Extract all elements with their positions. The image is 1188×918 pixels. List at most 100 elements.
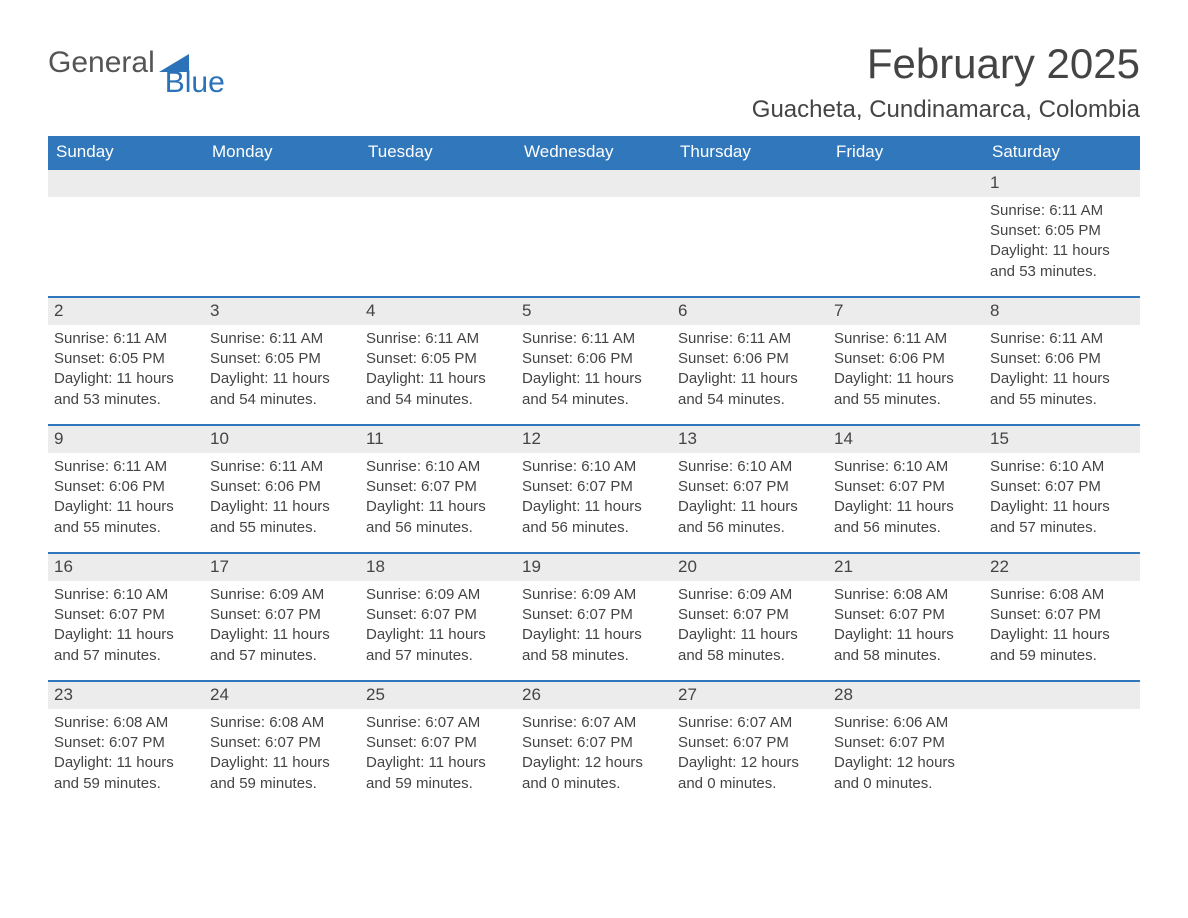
day-28: 28Sunrise: 6:06 AMSunset: 6:07 PMDayligh… [828, 682, 984, 808]
sunset-text: Sunset: 6:07 PM [834, 477, 978, 497]
sunset-text: Sunset: 6:05 PM [54, 349, 198, 369]
day-body: Sunrise: 6:08 AMSunset: 6:07 PMDaylight:… [828, 581, 984, 676]
logo: General Blue [48, 40, 225, 80]
day-24: 24Sunrise: 6:08 AMSunset: 6:07 PMDayligh… [204, 682, 360, 808]
sunrise-text: Sunrise: 6:09 AM [522, 585, 666, 605]
day-number: . [48, 170, 204, 197]
sunrise-text: Sunrise: 6:07 AM [678, 713, 822, 733]
day-number: 3 [204, 298, 360, 325]
day-4: 4Sunrise: 6:11 AMSunset: 6:05 PMDaylight… [360, 298, 516, 424]
sunset-text: Sunset: 6:07 PM [522, 605, 666, 625]
day-of-week-header: SundayMondayTuesdayWednesdayThursdayFrid… [48, 136, 1140, 168]
day-number: 21 [828, 554, 984, 581]
daylight-text: Daylight: 11 hours and 54 minutes. [366, 369, 510, 410]
daylight-text: Daylight: 11 hours and 56 minutes. [522, 497, 666, 538]
day-empty: . [984, 682, 1140, 808]
sunset-text: Sunset: 6:06 PM [990, 349, 1134, 369]
sunset-text: Sunset: 6:07 PM [678, 733, 822, 753]
sunrise-text: Sunrise: 6:07 AM [522, 713, 666, 733]
day-number: 9 [48, 426, 204, 453]
sunset-text: Sunset: 6:07 PM [990, 477, 1134, 497]
daylight-text: Daylight: 11 hours and 58 minutes. [522, 625, 666, 666]
day-number: 5 [516, 298, 672, 325]
sunset-text: Sunset: 6:07 PM [366, 477, 510, 497]
week-row: 16Sunrise: 6:10 AMSunset: 6:07 PMDayligh… [48, 552, 1140, 680]
sunrise-text: Sunrise: 6:11 AM [990, 329, 1134, 349]
sunrise-text: Sunrise: 6:08 AM [54, 713, 198, 733]
day-empty: . [204, 170, 360, 296]
daylight-text: Daylight: 11 hours and 56 minutes. [834, 497, 978, 538]
daylight-text: Daylight: 11 hours and 55 minutes. [210, 497, 354, 538]
day-number: 10 [204, 426, 360, 453]
day-22: 22Sunrise: 6:08 AMSunset: 6:07 PMDayligh… [984, 554, 1140, 680]
week-row: 9 Sunrise: 6:11 AM Sunset: 6:06 PM Daylight… [48, 424, 1140, 552]
sunset-text: Sunset: 6:07 PM [834, 733, 978, 753]
day-7: 7Sunrise: 6:11 AMSunset: 6:06 PMDaylight… [828, 298, 984, 424]
sunset-text: Sunset: 6:07 PM [366, 733, 510, 753]
day-number: . [204, 170, 360, 197]
day-number: . [360, 170, 516, 197]
day-number: 11 [360, 426, 516, 453]
sunrise-text: Sunrise: 6:11 AM [366, 329, 510, 349]
day-number: 28 [828, 682, 984, 709]
dow-saturday: Saturday [984, 136, 1140, 168]
dow-monday: Monday [204, 136, 360, 168]
day-body: Sunrise: 6:09 AMSunset: 6:07 PMDaylight:… [672, 581, 828, 676]
day-17: 17Sunrise: 6:09 AMSunset: 6:07 PMDayligh… [204, 554, 360, 680]
sunrise-text: Sunrise: 6:10 AM [522, 457, 666, 477]
day-body: Sunrise: 6:07 AMSunset: 6:07 PMDaylight:… [516, 709, 672, 804]
logo-text-blue: Blue [165, 66, 225, 100]
day-number: . [828, 170, 984, 197]
daylight-text: Daylight: 11 hours and 58 minutes. [834, 625, 978, 666]
daylight-text: Daylight: 12 hours and 0 minutes. [678, 753, 822, 794]
sunrise-text: Sunrise: 6:11 AM [54, 329, 198, 349]
day-1: 1Sunrise: 6:11 AMSunset: 6:05 PMDaylight… [984, 170, 1140, 296]
day-body: Sunrise: 6:10 AMSunset: 6:07 PMDaylight:… [360, 453, 516, 548]
calendar: SundayMondayTuesdayWednesdayThursdayFrid… [48, 136, 1140, 808]
day-empty: . [360, 170, 516, 296]
sunset-text: Sunset: 6:07 PM [210, 733, 354, 753]
sunset-text: Sunset: 6:06 PM [54, 477, 198, 497]
day-body: Sunrise: 6:08 AMSunset: 6:07 PMDaylight:… [48, 709, 204, 804]
day-body: Sunrise: 6:11 AMSunset: 6:06 PMDaylight:… [984, 325, 1140, 420]
day-number: 19 [516, 554, 672, 581]
day-number: 27 [672, 682, 828, 709]
daylight-text: Daylight: 11 hours and 54 minutes. [210, 369, 354, 410]
day-number: 17 [204, 554, 360, 581]
sunrise-text: Sunrise: 6:11 AM [210, 457, 354, 477]
day-empty: . [516, 170, 672, 296]
day-26: 26Sunrise: 6:07 AMSunset: 6:07 PMDayligh… [516, 682, 672, 808]
day-19: 19 Sunrise: 6:09 AMSunset: 6:07 PMDayligh… [516, 554, 672, 680]
sunrise-text: Sunrise: 6:11 AM [834, 329, 978, 349]
day-body: Sunrise: 6:11 AMSunset: 6:05 PMDaylight:… [984, 197, 1140, 292]
day-body: Sunrise: 6:10 AMSunset: 6:07 PMDaylight:… [516, 453, 672, 548]
sunrise-text: Sunrise: 6:06 AM [834, 713, 978, 733]
sunrise-text: Sunrise: 6:11 AM [990, 201, 1134, 221]
day-number: 6 [672, 298, 828, 325]
location-label: Guacheta, Cundinamarca, Colombia [752, 96, 1140, 124]
day-body: Sunrise: 6:10 AMSunset: 6:07 PMDaylight:… [984, 453, 1140, 548]
sunset-text: Sunset: 6:05 PM [990, 221, 1134, 241]
dow-wednesday: Wednesday [516, 136, 672, 168]
day-body: Sunrise: 6:08 AMSunset: 6:07 PMDaylight:… [984, 581, 1140, 676]
day-number: 18 [360, 554, 516, 581]
day-number: 25 [360, 682, 516, 709]
weeks-container: ......1Sunrise: 6:11 AMSunset: 6:05 PMDa… [48, 168, 1140, 808]
daylight-text: Daylight: 11 hours and 57 minutes. [366, 625, 510, 666]
day-number: 16 [48, 554, 204, 581]
day-23: 23Sunrise: 6:08 AMSunset: 6:07 PMDayligh… [48, 682, 204, 808]
day-body: Sunrise: 6:10 AMSunset: 6:07 PMDaylight:… [672, 453, 828, 548]
day-body: Sunrise: 6:10 AMSunset: 6:07 PMDaylight:… [828, 453, 984, 548]
month-title: February 2025 [752, 40, 1140, 88]
sunrise-text: Sunrise: 6:08 AM [834, 585, 978, 605]
day-number: 1 [984, 170, 1140, 197]
sunset-text: Sunset: 6:07 PM [210, 605, 354, 625]
day-number: 22 [984, 554, 1140, 581]
sunrise-text: Sunrise: 6:11 AM [678, 329, 822, 349]
sunset-text: Sunset: 6:06 PM [678, 349, 822, 369]
sunset-text: Sunset: 6:07 PM [54, 733, 198, 753]
day-number: 12 [516, 426, 672, 453]
day-27: 27 Sunrise: 6:07 AMSunset: 6:07 PMDayligh… [672, 682, 828, 808]
dow-friday: Friday [828, 136, 984, 168]
day-number: 2 [48, 298, 204, 325]
